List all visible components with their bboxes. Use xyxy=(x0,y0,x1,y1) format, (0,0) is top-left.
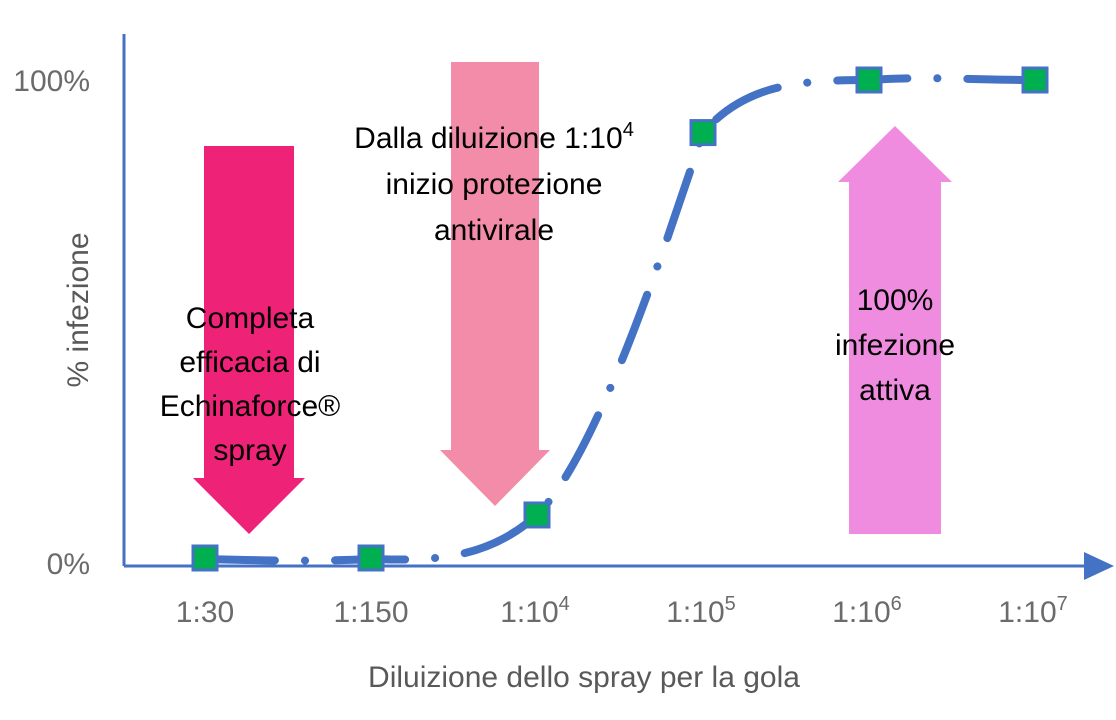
data-point-3 xyxy=(523,501,551,529)
efficacy-text-line-2: efficacia di xyxy=(179,346,320,379)
x-tick-label-5: 1:106 xyxy=(832,593,902,629)
protection-text-line-3: antivirale xyxy=(434,214,554,247)
efficacy-text-line-4: spray xyxy=(213,434,286,467)
y-tick-label-2: 100% xyxy=(13,65,90,98)
x-axis-title: Diluizione dello spray per la gola xyxy=(368,661,800,694)
data-point-2 xyxy=(357,544,385,572)
x-tick-exponent: 7 xyxy=(1057,593,1068,615)
active-text-line-2: infezione xyxy=(835,329,955,362)
x-tick-label-1: 1:30 xyxy=(176,596,234,629)
x-tick-label-3: 1:104 xyxy=(500,593,570,629)
protection-text-exponent: 4 xyxy=(623,119,634,141)
annotations: Completa efficacia di Echinaforce® spray Dal… xyxy=(160,119,955,467)
data-point-4 xyxy=(689,119,717,147)
x-tick-exponent: 5 xyxy=(725,593,736,615)
active-text-line-1: 100% xyxy=(857,284,934,317)
efficacy-text-line-3: Echinaforce® xyxy=(160,390,341,423)
x-tick-label-6: 1:107 xyxy=(998,593,1068,629)
x-tick-label-4: 1:105 xyxy=(666,593,736,629)
data-point-6 xyxy=(1021,66,1049,94)
active-infection-arrow xyxy=(838,126,952,534)
data-point-5 xyxy=(855,66,883,94)
efficacy-text-line-1: Completa xyxy=(186,302,315,335)
x-tick-exponent: 6 xyxy=(891,593,902,615)
y-axis-title: % infezione xyxy=(62,232,95,387)
y-tick-label-1: 0% xyxy=(47,548,90,581)
y-tick-labels: 0% 100% xyxy=(13,65,90,581)
x-tick-label-2: 1:150 xyxy=(333,596,408,629)
protection-text-line-2: inizio protezione xyxy=(386,168,603,201)
protection-arrow xyxy=(440,62,550,506)
active-text-line-3: attiva xyxy=(859,374,931,407)
axes xyxy=(122,34,1114,580)
data-point-1 xyxy=(191,544,219,572)
efficacy-arrow xyxy=(193,146,305,534)
x-tick-exponent: 4 xyxy=(559,593,570,615)
annotation-arrows xyxy=(193,62,952,534)
x-tick-labels: 1:30 1:150 1:104 1:105 1:106 1:107 xyxy=(176,593,1068,629)
x-axis-arrowhead xyxy=(1084,552,1114,580)
data-markers xyxy=(191,66,1049,572)
protection-text-line-1: Dalla diluizione 1:104 xyxy=(354,119,634,155)
